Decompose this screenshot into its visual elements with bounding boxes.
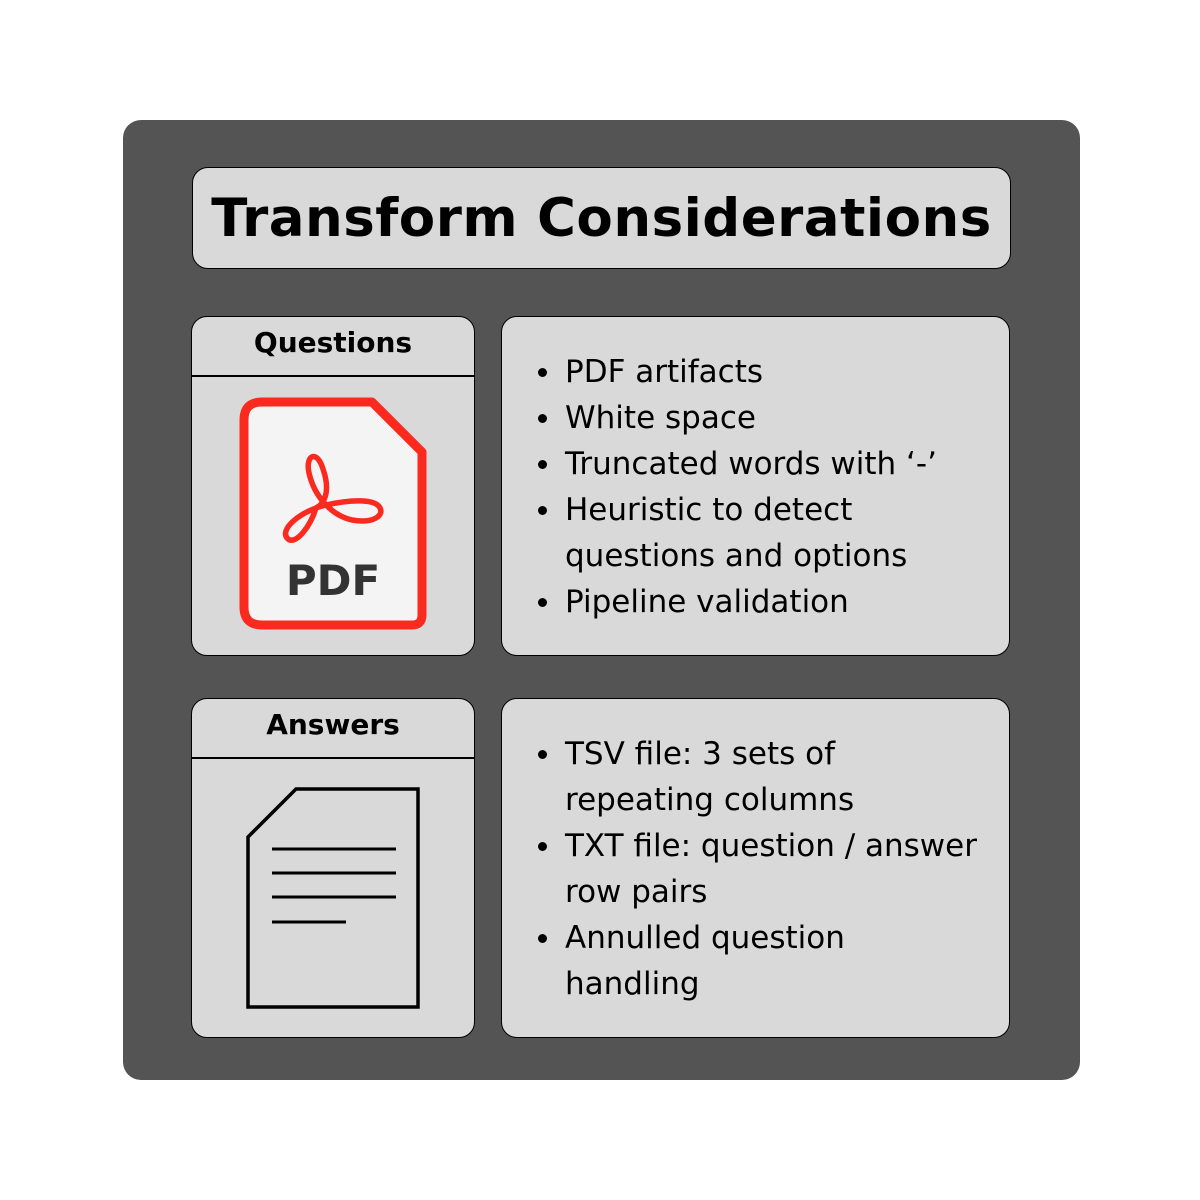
answers-list-item-text: TSV file: 3 sets of <box>565 736 836 772</box>
questions-list-item-text: Heuristic to detect <box>565 492 853 528</box>
questions-list-item: Heuristic to detect questions and options <box>538 487 997 579</box>
acrobat-logo-icon <box>283 453 384 543</box>
questions-list-item: Truncated words with ‘-’ <box>538 441 997 487</box>
text-document-icon <box>246 787 420 1009</box>
pdf-icon-label: PDF <box>286 556 380 605</box>
answers-considerations-card: TSV file: 3 sets of repeating columns TXT … <box>501 698 1010 1038</box>
answers-list-item: TSV file: 3 sets of repeating columns <box>538 731 997 823</box>
answers-list-item-text: Annulled question <box>565 920 845 956</box>
answers-list-item-text: handling <box>565 966 700 1002</box>
answers-header: Answers <box>192 699 474 759</box>
questions-list-item-text: questions and options <box>565 538 908 574</box>
questions-list-item-text: Truncated words with ‘-’ <box>565 446 937 482</box>
diagram-title: Transform Considerations <box>211 187 992 249</box>
answers-considerations-list: TSV file: 3 sets of repeating columns TXT … <box>538 731 997 1007</box>
questions-header: Questions <box>192 317 474 377</box>
questions-list-item: White space <box>538 395 997 441</box>
answers-card: Answers <box>191 698 475 1038</box>
questions-considerations-list: PDF artifacts White space Truncated words … <box>538 349 997 625</box>
questions-list-item: PDF artifacts <box>538 349 997 395</box>
questions-considerations-card: PDF artifacts White space Truncated words … <box>501 316 1010 656</box>
questions-list-item-text: White space <box>565 400 756 436</box>
questions-header-label: Questions <box>253 325 413 359</box>
questions-list-item-text: PDF artifacts <box>565 354 764 390</box>
title-box: Transform Considerations <box>192 167 1011 269</box>
pdf-file-icon: PDF <box>239 397 427 630</box>
answers-header-label: Answers <box>266 707 400 741</box>
answers-list-item: TXT file: question / answer row pairs <box>538 823 997 915</box>
answers-list-item: Annulled question handling <box>538 915 997 1007</box>
answers-list-item-text: repeating columns <box>565 782 855 818</box>
questions-list-item-text: Pipeline validation <box>565 584 849 620</box>
answers-list-item-text: row pairs <box>565 874 708 910</box>
answers-list-item-text: TXT file: question / answer <box>565 828 977 864</box>
questions-list-item: Pipeline validation <box>538 579 997 625</box>
questions-card: Questions PDF <box>191 316 475 656</box>
